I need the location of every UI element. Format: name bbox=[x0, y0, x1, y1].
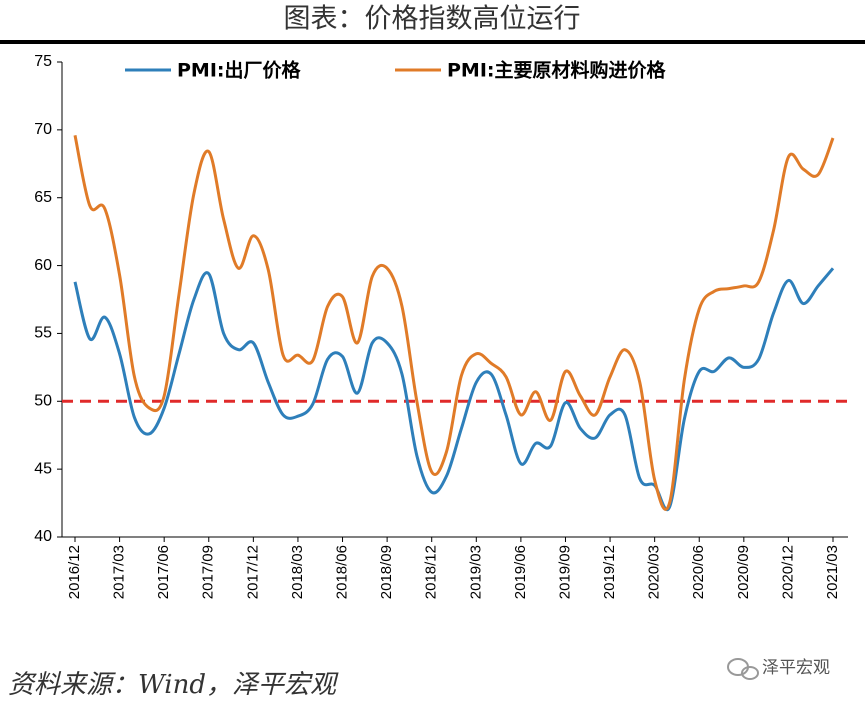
y-tick-label: 45 bbox=[34, 460, 52, 477]
y-tick-label: 60 bbox=[34, 257, 52, 274]
x-tick-label: 2019/09 bbox=[556, 545, 573, 599]
title-rule bbox=[0, 40, 865, 44]
y-tick-label: 40 bbox=[34, 528, 52, 545]
x-tick-label: 2020/12 bbox=[779, 545, 796, 599]
x-tick-label: 2016/12 bbox=[66, 545, 83, 599]
legend-label: PMI:出厂价格 bbox=[177, 59, 302, 82]
chart-title: 图表：价格指数高位运行 bbox=[284, 4, 581, 35]
y-tick-label: 50 bbox=[34, 393, 52, 410]
source-note: 资料来源：Wind，泽平宏观 bbox=[8, 670, 339, 700]
x-tick-label: 2018/12 bbox=[423, 545, 440, 599]
x-tick-label: 2020/09 bbox=[735, 545, 752, 599]
y-tick-label: 75 bbox=[34, 53, 52, 70]
x-tick-label: 2018/09 bbox=[378, 545, 395, 599]
legend-label: PMI:主要原材料购进价格 bbox=[447, 59, 667, 82]
x-tick-label: 2020/06 bbox=[690, 545, 707, 599]
watermark-icon bbox=[727, 658, 759, 680]
watermark: 泽平宏观 bbox=[762, 658, 830, 678]
y-tick-label: 65 bbox=[34, 189, 52, 206]
series-line bbox=[73, 267, 835, 512]
x-tick-label: 2017/03 bbox=[111, 545, 128, 599]
x-tick-label: 2018/06 bbox=[333, 545, 350, 599]
x-tick-label: 2021/03 bbox=[824, 545, 841, 599]
x-tick-label: 2017/09 bbox=[200, 545, 217, 599]
y-tick-label: 70 bbox=[34, 121, 52, 138]
x-tick-label: 2017/12 bbox=[244, 545, 261, 599]
x-tick-label: 2019/12 bbox=[601, 545, 618, 599]
x-tick-label: 2019/03 bbox=[467, 545, 484, 599]
x-tick-label: 2017/06 bbox=[155, 545, 172, 599]
y-tick-label: 55 bbox=[34, 325, 52, 342]
x-tick-label: 2019/06 bbox=[512, 545, 529, 599]
series-line bbox=[73, 134, 835, 511]
x-tick-label: 2020/03 bbox=[646, 545, 663, 599]
x-tick-label: 2018/03 bbox=[289, 545, 306, 599]
